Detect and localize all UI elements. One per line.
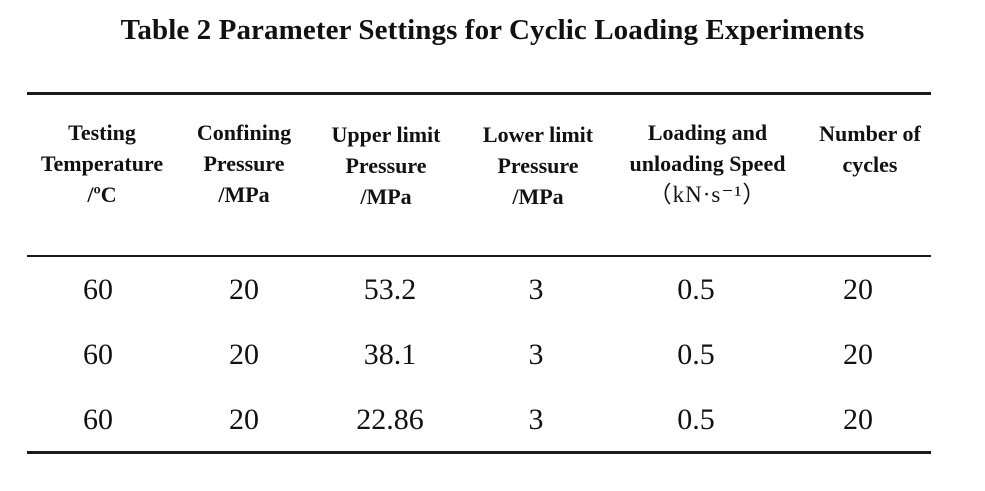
table-cell: 3	[528, 273, 544, 306]
table-cell: 0.5	[677, 403, 715, 436]
header-line: Lower limit	[482, 122, 594, 147]
header-line: Upper limit	[331, 122, 441, 147]
table-cell: 0.5	[677, 273, 715, 306]
header-line: Number of	[819, 121, 921, 146]
table-cell: 60	[83, 273, 113, 306]
header-line: cycles	[842, 152, 898, 177]
bottom-rule	[27, 451, 931, 454]
header-rule	[27, 255, 931, 257]
table-cell: 38.1	[363, 338, 417, 371]
header-testing-temperature: Testing Temperature /ºC	[18, 117, 186, 210]
header-confining-pressure: Confining Pressure /MPa	[180, 117, 308, 210]
header-line: Temperature	[40, 151, 164, 176]
table-cell: 53.2	[363, 273, 417, 306]
header-unit: （kN·s⁻¹）	[648, 182, 767, 207]
table-cell: 20	[229, 273, 259, 306]
table-cell: 20	[843, 338, 873, 371]
header-upper-limit-pressure: Upper limit Pressure /MPa	[310, 119, 462, 212]
header-number-of-cycles: Number of cycles	[805, 118, 935, 180]
header-line: Loading and	[647, 120, 768, 145]
table-cell: 60	[83, 338, 113, 371]
table-cell: 60	[83, 403, 113, 436]
header-line: /ºC	[87, 182, 117, 207]
table-cell: 22.86	[356, 403, 424, 436]
table-cell: 0.5	[677, 338, 715, 371]
table-caption: Table 2 Parameter Settings for Cyclic Lo…	[120, 14, 865, 46]
header-loading-speed: Loading and unloading Speed （kN·s⁻¹）	[610, 117, 805, 210]
header-line: /MPa	[512, 184, 564, 209]
header-line: /MPa	[360, 184, 412, 209]
table-cell: 20	[843, 403, 873, 436]
header-lower-limit-pressure: Lower limit Pressure /MPa	[462, 119, 614, 212]
table-cell: 3	[528, 403, 544, 436]
table-cell: 3	[528, 338, 544, 371]
header-line: /MPa	[218, 182, 270, 207]
header-line: Testing	[68, 120, 136, 145]
table-cell: 20	[229, 338, 259, 371]
header-line: Pressure	[497, 153, 579, 178]
table-cell: 20	[229, 403, 259, 436]
header-line: Pressure	[203, 151, 285, 176]
header-line: Confining	[196, 120, 292, 145]
header-line: unloading Speed	[629, 151, 786, 176]
top-rule	[27, 92, 931, 95]
header-line: Pressure	[345, 153, 427, 178]
table-cell: 20	[843, 273, 873, 306]
